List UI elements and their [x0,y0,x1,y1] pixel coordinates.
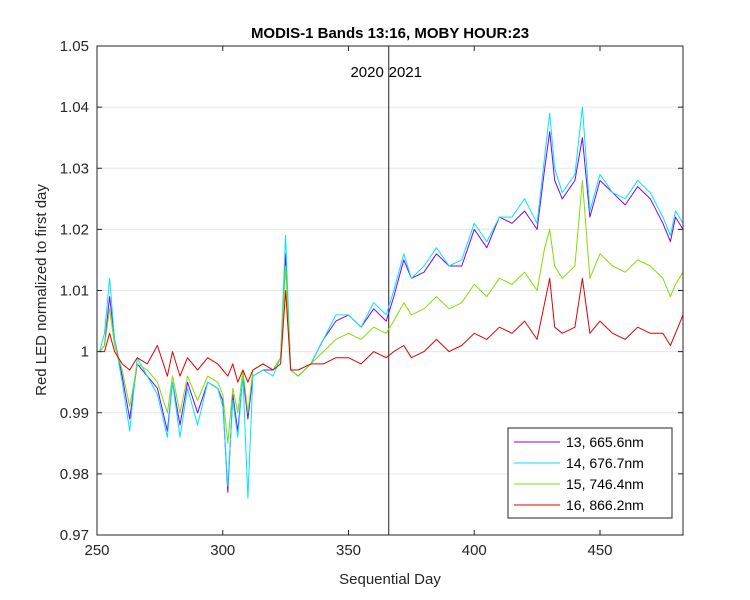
x-tick-label: 450 [587,542,612,559]
legend-box [507,427,673,519]
y-tick-label: 1.02 [60,221,89,238]
x-tick-label: 250 [84,542,109,559]
x-axis: 250 300 350 400 450 [84,46,613,559]
series-line-16 [99,277,684,383]
annotation-2021: 2021 [389,64,422,81]
y-tick-label: 0.97 [60,527,89,544]
annotation-2020: 2020 [350,64,383,81]
series-line-15 [99,180,684,444]
x-tick-label: 350 [336,542,361,559]
legend-items: 13, 665.6nm 14, 676.7nm 15, 746.4nm 16, 866… [514,434,644,513]
y-tick-label: 0.98 [60,466,89,483]
y-axis: 0.97 0.98 0.99 1 1.01 1.02 1.03 1.04 1.05 [60,38,683,544]
y-tick-label: 1.01 [60,283,89,300]
y-axis-label: Red LED normalized to first day [33,184,50,396]
y-tick-label: 1.03 [60,160,89,177]
x-tick-label: 400 [462,542,487,559]
y-tick-label: 1.04 [60,99,89,116]
x-tick-label: 300 [210,542,235,559]
x-axis-label: Sequential Day [339,571,441,588]
legend-label: 13, 665.6nm [566,434,644,450]
series-line-14 [99,106,684,499]
chart-title: MODIS-1 Bands 13:16, MOBY HOUR:23 [251,25,529,42]
y-tick-label: 1 [81,344,89,361]
series-layer [99,106,684,499]
legend-label: 16, 866.2nm [566,497,644,513]
legend-label: 15, 746.4nm [566,476,644,492]
legend: 13, 665.6nm 14, 676.7nm 15, 746.4nm 16, 866… [507,427,673,519]
y-tick-label: 0.99 [60,405,89,422]
legend-label: 14, 676.7nm [566,455,644,471]
y-tick-label: 1.05 [60,38,89,55]
